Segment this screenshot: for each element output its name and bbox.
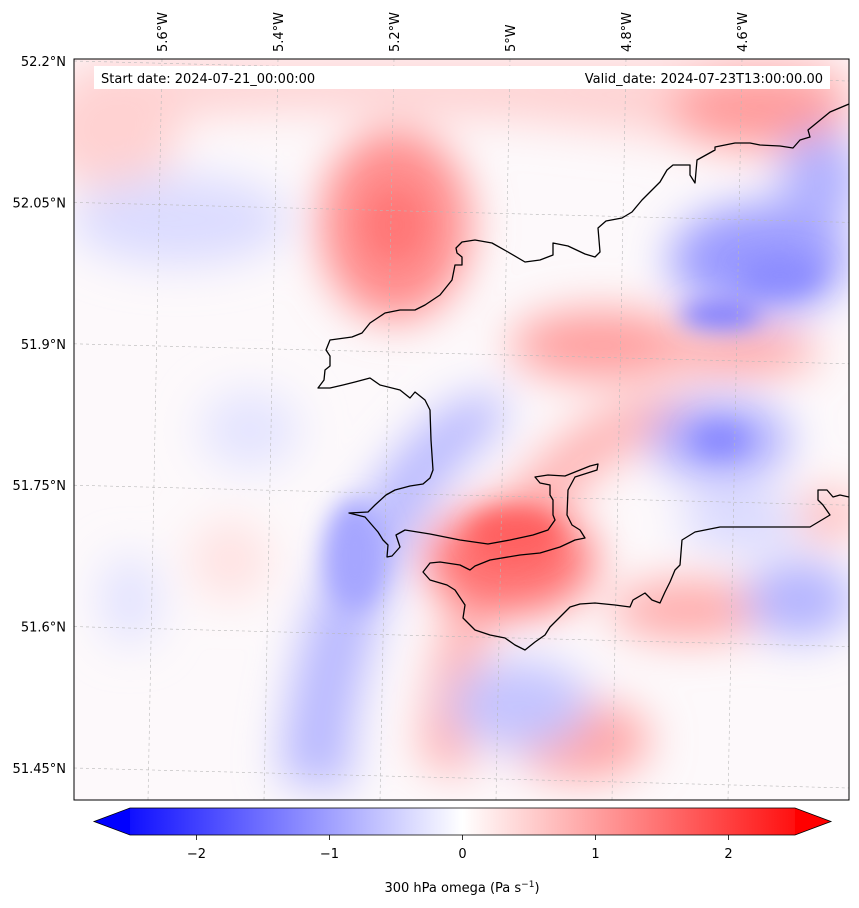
colorbar-label-exponent: −1 (521, 880, 534, 890)
longitude-tick-label: 5.2°W (388, 12, 403, 52)
coastline-north (317, 103, 849, 651)
latitude-tick-label: 51.9°N (21, 338, 66, 353)
colorbar-tick-label: 2 (724, 847, 732, 862)
positive-region-southeast (610, 580, 770, 640)
longitude-tick-label: 4.6°W (736, 12, 751, 52)
colorbar-ticks: −2 −1 0 1 2 (187, 835, 733, 862)
negative-region-south (450, 660, 590, 750)
coastline (317, 103, 849, 651)
map-frame (73, 58, 850, 801)
colorbar-tick-label: 0 (458, 847, 466, 862)
latitude-labels: 52.2°N 52.05°N 51.9°N 51.75°N 51.6°N 51.45°N (13, 55, 66, 777)
colorbar-tick-label: −1 (320, 847, 339, 862)
negative-region-west (74, 175, 290, 265)
colorbar-label-main: 300 hPa omega (Pa s (384, 881, 521, 896)
date-info-background (94, 66, 830, 89)
negative-region-northeast-edge (780, 130, 849, 230)
latitude-tick-label: 52.05°N (13, 196, 66, 211)
colorbar: −2 −1 0 1 2 300 hPa omega (Pa s−1) (92, 807, 833, 896)
longitude-tick-label: 5.6°W (156, 12, 171, 52)
negative-peak-northeast-2 (740, 257, 820, 293)
longitude-tick-label: 5.4°W (272, 12, 287, 52)
omega-field (74, 59, 849, 800)
positive-region-northeast (670, 70, 849, 150)
colorbar-body (130, 808, 795, 835)
positive-peak-bay (470, 510, 560, 560)
colorbar-outline (92, 807, 833, 836)
colorbar-tick-label: −2 (187, 847, 206, 862)
longitude-tick-label: 5°W (504, 24, 519, 52)
longitude-tick-label: 4.8°W (620, 12, 635, 52)
colorbar-extend-max (795, 808, 831, 835)
positive-peak-northwest (365, 190, 425, 260)
negative-region-east-mid (680, 490, 800, 550)
negative-region-west-mid (200, 390, 300, 470)
latitude-tick-label: 52.2°N (21, 55, 66, 70)
date-info-box: Start date: 2024-07-21_00:00:00 Valid_da… (94, 66, 830, 89)
latitude-tick-label: 51.6°N (21, 621, 66, 636)
negative-region-southwest (100, 555, 160, 645)
negative-diagonal-band (280, 393, 505, 790)
positive-band-center (510, 310, 690, 380)
valid-date-label: Valid_date: 2024-07-23T13:00:00.00 (585, 72, 823, 87)
positive-region-southwest (190, 520, 270, 600)
negative-peak-center-east (692, 424, 748, 456)
colorbar-tick-label: 1 (591, 847, 599, 862)
positive-band-east (660, 332, 820, 372)
colorbar-extend-min (94, 808, 130, 835)
negative-peak-northeast (680, 301, 760, 329)
positive-region-east-edge (800, 490, 849, 540)
latitude-tick-label: 51.75°N (13, 479, 66, 494)
colorbar-label-end: ) (534, 881, 539, 896)
longitude-labels: 5.6°W 5.4°W 5.2°W 5°W 4.8°W 4.6°W (156, 12, 751, 52)
start-date-label: Start date: 2024-07-21_00:00:00 (101, 72, 315, 87)
map-panel: Start date: 2024-07-21_00:00:00 Valid_da… (73, 58, 850, 801)
negative-peak-southwest (325, 500, 385, 610)
latitude-tick-label: 51.45°N (13, 762, 66, 777)
negative-region-southeast (745, 560, 849, 640)
colorbar-label: 300 hPa omega (Pa s−1) (384, 880, 539, 896)
positive-region-west (74, 70, 180, 190)
